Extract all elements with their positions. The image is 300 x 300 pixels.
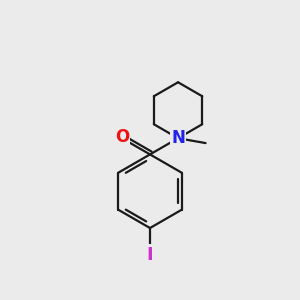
Text: N: N (171, 129, 185, 147)
Text: I: I (147, 245, 153, 263)
Text: O: O (115, 128, 129, 146)
